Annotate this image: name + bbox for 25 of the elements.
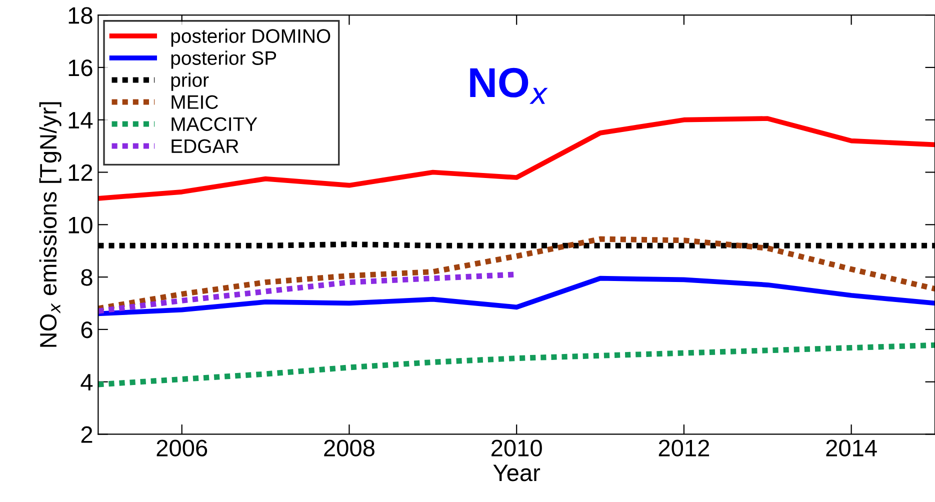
x-tick-label: 2010 [492,440,542,456]
y-tick-label: 12 [68,164,92,181]
legend-label: posterior SP [171,50,276,69]
x-tick-label: 2008 [324,440,374,456]
y-axis-title: NO$_{x}$ emissions [TgN/yr] [39,102,62,347]
legend-label: MACCITY [172,117,258,132]
y-tick-label: 14 [68,112,93,128]
y-tick-label: 8 [81,269,92,286]
x-tick-label: 2006 [156,440,208,456]
y-tick-label: 4 [80,374,93,390]
line-series [98,116,935,201]
y-tick-label: 10 [68,216,92,234]
annotation: NO$_{x}$ [470,68,548,104]
y-tick-label: 16 [68,60,92,76]
legend-label: prior [171,72,209,91]
line-series [98,276,935,316]
x-axis-title: Year [493,464,540,482]
y-tick-label: 2 [81,426,92,443]
legend-label: EDGAR [172,139,238,154]
legend-label: MEIC [172,95,218,109]
legend-label: posterior DOMINO [171,28,330,47]
y-tick-label: 18 [68,7,92,24]
y-tick-label: 6 [81,322,92,338]
x-tick-label: 2014 [826,440,877,456]
x-tick-label: 2012 [658,440,710,456]
